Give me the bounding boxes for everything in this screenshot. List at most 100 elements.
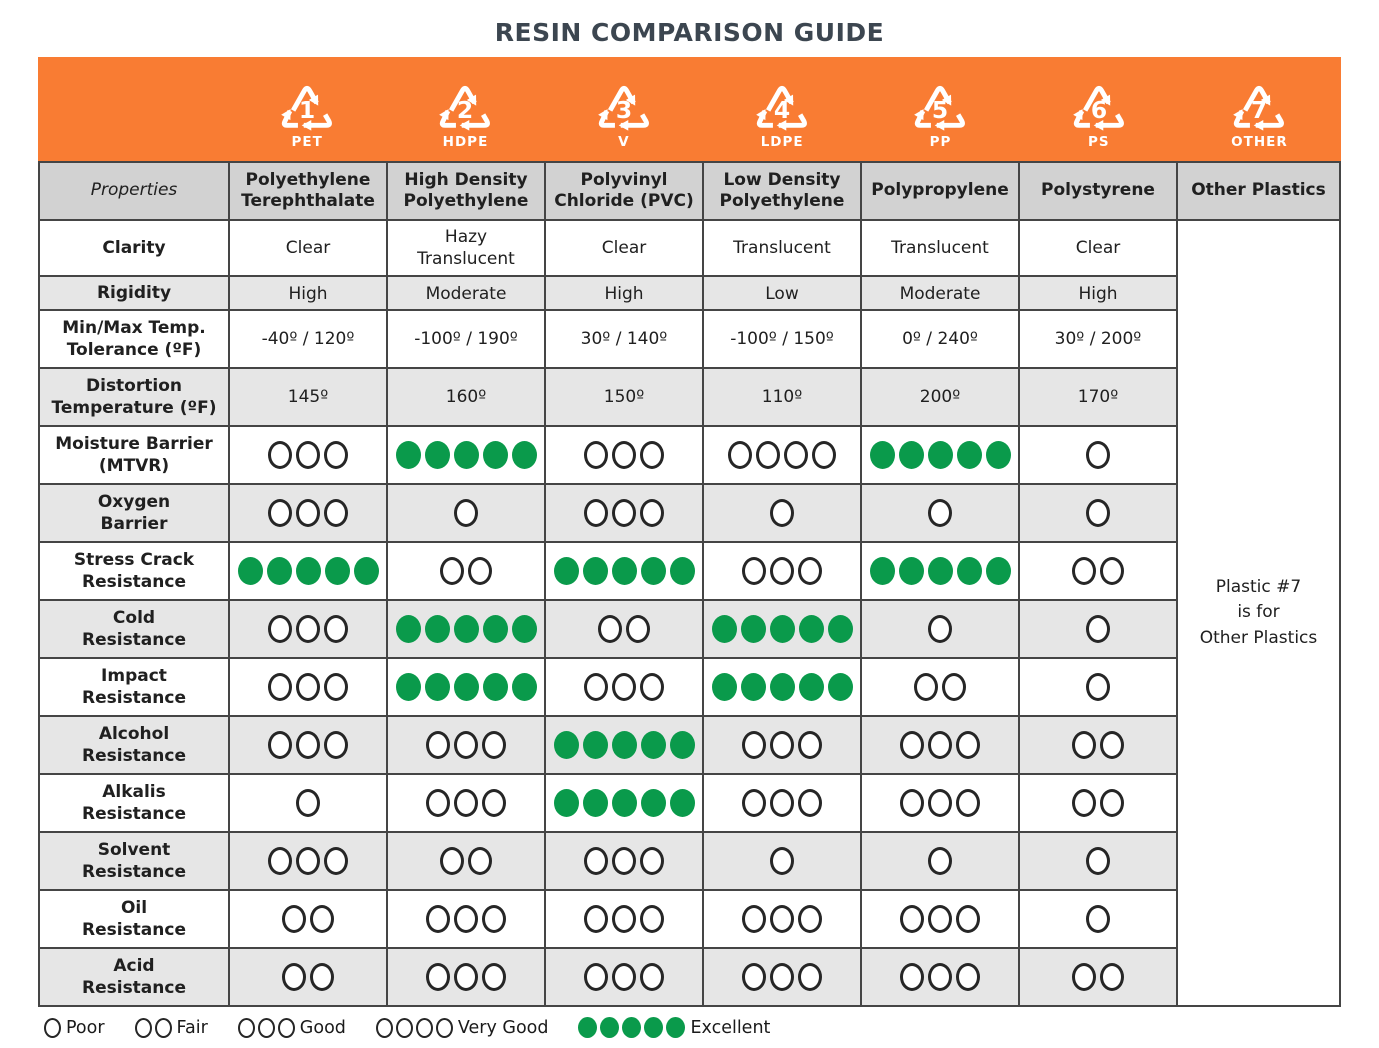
rating-dots: [395, 673, 537, 701]
rating-dots: [869, 557, 1011, 585]
rating-cell: [228, 947, 388, 1007]
rating-dot-filled: [927, 557, 953, 585]
rating-dot-open: [1072, 731, 1096, 759]
rating-cell: [860, 541, 1020, 601]
recycling-code-number: 1: [299, 95, 315, 123]
rating-cell: [386, 831, 546, 891]
rating-dot-open: [798, 789, 822, 817]
rating-dot-open: [324, 615, 348, 643]
rating-dot-open: [742, 789, 766, 817]
rating-dot-filled: [511, 673, 537, 701]
property-name: Oxygen Barrier: [38, 483, 230, 543]
rating-dot-filled: [511, 441, 537, 469]
value-cell: Translucent: [702, 219, 862, 277]
rating-cell: [228, 773, 388, 833]
properties-header: Properties: [38, 161, 230, 221]
rating-dot-open: [770, 847, 794, 875]
rating-dot-open: [928, 615, 952, 643]
rating-dots: [268, 673, 348, 701]
rating-dots: [268, 731, 348, 759]
rating-dot-filled: [482, 673, 508, 701]
value-cell: 200º: [860, 367, 1020, 427]
legend-item: Excellent: [578, 1017, 770, 1038]
resin-code-2: 2 HDPE: [386, 57, 544, 161]
recycling-triangle-icon: 5: [914, 85, 966, 131]
rating-dot-filled: [611, 789, 637, 817]
table-header: Properties Polyethylene Terephthalate Hi…: [38, 161, 1341, 221]
rating-dots: [268, 847, 348, 875]
table-row: Oil Resistance: [38, 889, 1340, 949]
rating-dot-filled: [324, 557, 350, 585]
rating-dot-open: [435, 1017, 453, 1038]
rating-dot-open: [296, 789, 320, 817]
rating-dot-open: [268, 673, 292, 701]
rating-cell: [1018, 599, 1178, 659]
rating-dot-open: [900, 905, 924, 933]
rating-dots: [598, 615, 650, 643]
resin-code-label: PP: [929, 133, 952, 150]
value-cell: 30º / 140º: [544, 309, 704, 369]
rating-dot-open: [454, 499, 478, 527]
rating-dot-filled: [511, 615, 537, 643]
rating-cell: [544, 889, 704, 949]
rating-dot-open: [268, 847, 292, 875]
rating-dot-open: [942, 673, 966, 701]
rating-dots: [1072, 963, 1124, 991]
resin-code-4: 4 LDPE: [703, 57, 861, 161]
rating-cell: [544, 773, 704, 833]
rating-dots: [928, 615, 952, 643]
rating-dot-open: [956, 731, 980, 759]
rating-cell: [1018, 715, 1178, 775]
table-row: Moisture Barrier (MTVR): [38, 425, 1340, 485]
rating-dots: [869, 441, 1011, 469]
rating-cell: [702, 831, 862, 891]
rating-dot-open: [956, 789, 980, 817]
rating-cell: [544, 483, 704, 543]
rating-dots: [584, 441, 664, 469]
rating-dot-filled: [622, 1017, 642, 1038]
rating-dot-open: [640, 499, 664, 527]
rating-dot-open: [454, 789, 478, 817]
rating-dots: [395, 441, 537, 469]
rating-dot-open: [798, 731, 822, 759]
rating-cell: [1018, 773, 1178, 833]
rating-dot-open: [134, 1017, 152, 1038]
rating-dot-filled: [453, 673, 479, 701]
rating-dots: [553, 557, 695, 585]
rating-cell: [702, 947, 862, 1007]
rating-cell: [386, 599, 546, 659]
rating-cell: [860, 831, 1020, 891]
rating-cell: [1018, 947, 1178, 1007]
rating-dot-open: [770, 905, 794, 933]
rating-dot-filled: [740, 673, 766, 701]
rating-cell: [1018, 889, 1178, 949]
property-name: Impact Resistance: [38, 657, 230, 717]
rating-dots: [237, 557, 379, 585]
rating-dot-open: [584, 673, 608, 701]
rating-dot-open: [324, 441, 348, 469]
value-cell: -100º / 150º: [702, 309, 862, 369]
column-header-ldpe: Low Density Polyethylene: [702, 161, 862, 221]
rating-dot-filled: [553, 789, 579, 817]
rating-dots: [454, 499, 478, 527]
rating-dot-filled: [353, 557, 379, 585]
table-row: Min/Max Temp. Tolerance (ºF) -40º / 120º -…: [38, 309, 1340, 369]
rating-dot-open: [770, 499, 794, 527]
rating-dots: [1072, 789, 1124, 817]
rating-dot-filled: [453, 441, 479, 469]
rating-dots: [268, 441, 348, 469]
rating-dot-filled: [553, 731, 579, 759]
rating-dot-open: [928, 963, 952, 991]
rating-dot-open: [454, 731, 478, 759]
value-cell: -40º / 120º: [228, 309, 388, 369]
rating-dots: [928, 499, 952, 527]
value-cell: Moderate: [860, 275, 1020, 311]
rating-cell: [544, 947, 704, 1007]
rating-dots: [395, 615, 537, 643]
rating-dots: [134, 1017, 172, 1038]
resin-codes-banner: 1 PET 2 HDPE 3 V 4 LDPE 5 PP 6 PS 7 OTHER: [38, 57, 1341, 161]
value-cell: Clear: [228, 219, 388, 277]
rating-dot-open: [900, 789, 924, 817]
rating-dot-open: [282, 905, 306, 933]
legend-label: Fair: [176, 1017, 208, 1038]
